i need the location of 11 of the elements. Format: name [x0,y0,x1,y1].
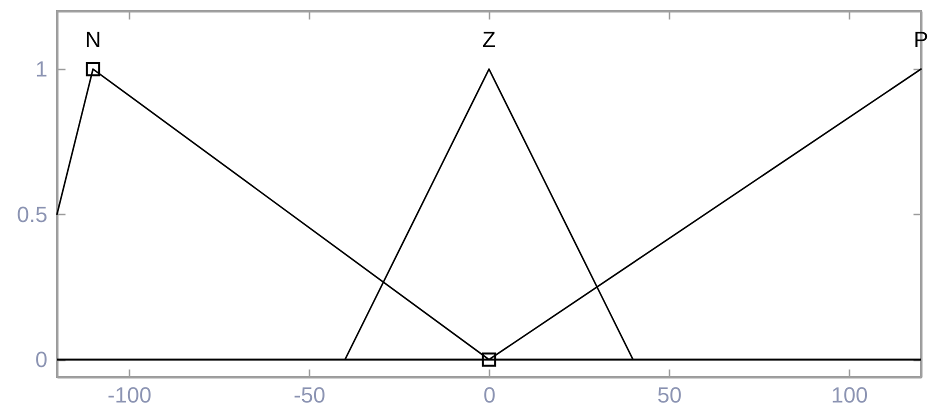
x-tick-label: -50 [294,382,326,408]
y-tick-label: 1 [35,56,48,82]
x-tick-label: 100 [831,382,868,408]
x-tick-label: -100 [107,382,152,408]
series-label: Z [482,27,496,52]
x-tick-label: 0 [483,382,496,408]
series-label: N [85,27,101,52]
x-tick-label: 50 [657,382,682,408]
y-tick-label: 0.5 [16,202,48,227]
y-tick-label: 0 [35,347,48,372]
series-label: P [914,27,928,52]
